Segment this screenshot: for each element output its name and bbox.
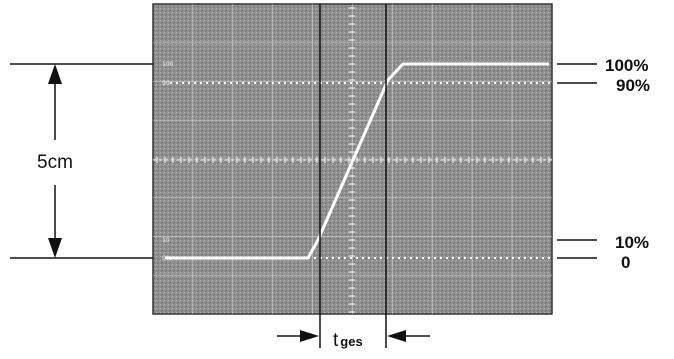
rise-time-arrows — [277, 330, 430, 342]
graticule-mark-10: 10 — [162, 237, 170, 244]
rise-time-label: t ges — [333, 330, 363, 351]
arrowhead-up-icon — [48, 64, 62, 84]
label-0: 0 — [621, 253, 630, 272]
graticule-mark-100: 100 — [162, 61, 174, 68]
rise-time-sub: ges — [340, 334, 362, 349]
arrow-left-icon — [387, 330, 406, 342]
rise-time-main: t — [333, 330, 339, 351]
arrow-right-icon — [300, 330, 319, 342]
graticule-mark-90: 90 — [162, 80, 170, 87]
label-10-percent: 10% — [615, 233, 649, 252]
height-label: 5cm — [37, 152, 73, 173]
graticule-center-ticks — [153, 7, 552, 313]
scope-screen — [152, 3, 553, 315]
label-100-percent: 100% — [605, 56, 648, 75]
arrowhead-down-icon — [48, 238, 62, 258]
height-dimension-arrow — [48, 64, 62, 258]
graticule-grid — [153, 4, 552, 314]
signal-trace — [165, 62, 549, 260]
label-90-percent: 90% — [616, 76, 650, 95]
